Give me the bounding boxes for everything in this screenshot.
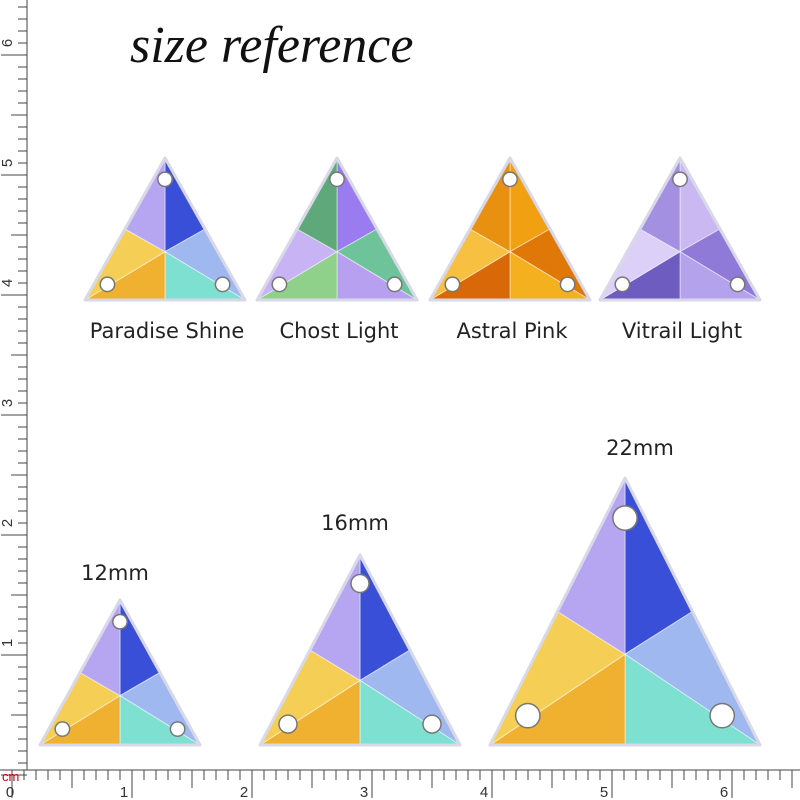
gem-outline bbox=[428, 156, 592, 302]
ruler-number: 0 bbox=[6, 784, 14, 800]
ruler-number: 6 bbox=[0, 39, 16, 47]
ruler-number: 2 bbox=[240, 784, 248, 800]
gem-hole bbox=[514, 702, 541, 729]
ruler-number: 5 bbox=[600, 784, 608, 800]
gem-outline bbox=[83, 156, 247, 302]
gem-outline bbox=[38, 598, 202, 747]
gem-hole bbox=[444, 276, 461, 293]
gem-hole bbox=[502, 171, 518, 188]
ruler-number: 4 bbox=[480, 784, 488, 800]
gem bbox=[38, 598, 202, 747]
ruler-number: 6 bbox=[720, 784, 728, 800]
gem-hole bbox=[278, 714, 298, 734]
ruler-number: 1 bbox=[0, 639, 16, 647]
color-label: Paradise Shine bbox=[90, 319, 245, 343]
ruler-unit: cm bbox=[2, 769, 19, 784]
gem bbox=[83, 156, 247, 302]
size-label: 22mm bbox=[606, 436, 674, 460]
ruler-number: 4 bbox=[0, 279, 16, 287]
gem-hole bbox=[99, 276, 116, 293]
ruler-number: 5 bbox=[0, 159, 16, 167]
size-label: 12mm bbox=[81, 561, 149, 585]
gem-hole bbox=[612, 505, 638, 531]
title: size reference bbox=[130, 17, 413, 74]
gem-outline bbox=[255, 156, 419, 302]
gem bbox=[428, 156, 592, 302]
left-ruler bbox=[0, 0, 28, 770]
gems bbox=[38, 156, 762, 747]
size-label: 16mm bbox=[321, 511, 389, 535]
gem-hole bbox=[422, 714, 442, 734]
gem-hole bbox=[112, 613, 128, 630]
gem-hole bbox=[350, 573, 370, 594]
gem-hole bbox=[709, 702, 736, 729]
gem-hole bbox=[559, 276, 576, 293]
gem bbox=[255, 156, 419, 302]
color-label: Chost Light bbox=[279, 319, 398, 343]
color-label: Astral Pink bbox=[456, 319, 568, 343]
gem-hole bbox=[54, 721, 71, 737]
gem-hole bbox=[271, 276, 288, 293]
gem-hole bbox=[729, 276, 746, 293]
ruler-number: 1 bbox=[120, 784, 128, 800]
gem-hole bbox=[672, 171, 688, 188]
gem-outline bbox=[258, 553, 462, 747]
gem-hole bbox=[386, 276, 403, 293]
ruler-number: 2 bbox=[0, 519, 16, 527]
bottom-ruler bbox=[0, 770, 800, 800]
gem bbox=[258, 553, 462, 747]
gem-outline bbox=[488, 476, 762, 747]
gem-hole bbox=[329, 171, 345, 188]
gem-hole bbox=[614, 276, 631, 293]
gem-hole bbox=[169, 721, 186, 737]
color-label: Vitrail Light bbox=[622, 319, 742, 343]
gem bbox=[488, 476, 762, 747]
gem-hole bbox=[157, 171, 173, 188]
gem-hole bbox=[214, 276, 231, 293]
ruler-number: 3 bbox=[360, 784, 368, 800]
gem-outline bbox=[598, 156, 762, 302]
ruler-number: 3 bbox=[0, 399, 16, 407]
gem bbox=[598, 156, 762, 302]
